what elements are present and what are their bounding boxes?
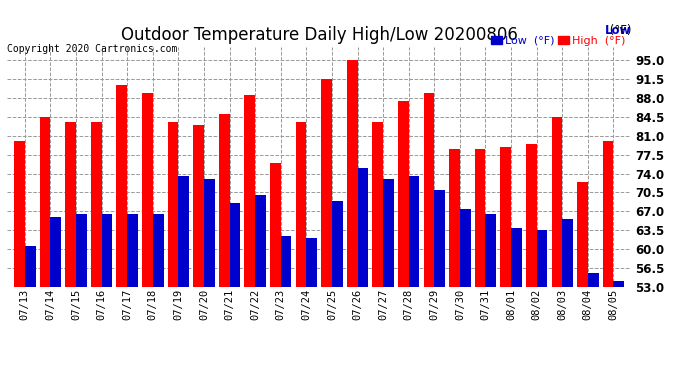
Bar [460, 209, 471, 287]
Bar [577, 182, 588, 287]
Bar [526, 144, 537, 287]
Bar [475, 149, 486, 287]
Bar [193, 125, 204, 287]
Bar [295, 122, 306, 287]
Bar [66, 122, 76, 287]
Bar [373, 122, 383, 287]
Bar [152, 214, 164, 287]
Text: Low: Low [605, 24, 631, 37]
Bar [306, 238, 317, 287]
Bar [14, 141, 25, 287]
Bar [537, 230, 547, 287]
Bar [562, 219, 573, 287]
Bar [588, 273, 599, 287]
Bar [613, 282, 624, 287]
Bar [383, 179, 394, 287]
Bar [219, 114, 230, 287]
Bar [127, 214, 138, 287]
Bar [50, 217, 61, 287]
Bar [602, 141, 613, 287]
Bar [449, 149, 460, 287]
Bar [39, 117, 50, 287]
Bar [179, 176, 189, 287]
Bar [142, 93, 152, 287]
Bar [281, 236, 291, 287]
Bar [551, 117, 562, 287]
Bar [486, 214, 496, 287]
Bar [91, 122, 101, 287]
Bar [76, 214, 87, 287]
Text: (°F): (°F) [606, 24, 631, 37]
Legend: Low  (°F), High  (°F): Low (°F), High (°F) [491, 36, 626, 46]
Bar [244, 95, 255, 287]
Text: Copyright 2020 Cartronics.com: Copyright 2020 Cartronics.com [7, 45, 177, 54]
Bar [255, 195, 266, 287]
Bar [357, 168, 368, 287]
Title: Outdoor Temperature Daily High/Low 20200806: Outdoor Temperature Daily High/Low 20200… [121, 26, 517, 44]
Bar [424, 93, 434, 287]
Bar [230, 203, 240, 287]
Bar [168, 122, 179, 287]
Bar [101, 214, 112, 287]
Bar [270, 163, 281, 287]
Bar [511, 228, 522, 287]
Bar [500, 147, 511, 287]
Bar [408, 176, 420, 287]
Bar [434, 190, 445, 287]
Bar [321, 79, 332, 287]
Bar [347, 60, 357, 287]
Bar [398, 101, 408, 287]
Bar [117, 85, 127, 287]
Bar [204, 179, 215, 287]
Bar [25, 246, 36, 287]
Bar [332, 201, 343, 287]
